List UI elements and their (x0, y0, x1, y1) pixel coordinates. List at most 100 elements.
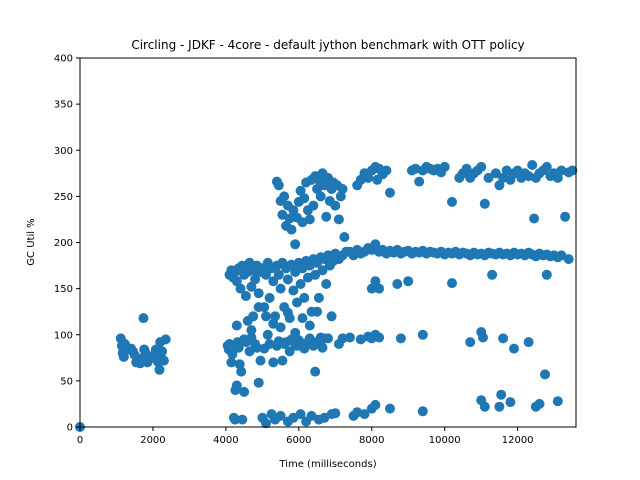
data-point (534, 398, 545, 409)
points-layer (75, 160, 578, 432)
data-point (319, 333, 330, 344)
data-point (370, 239, 381, 250)
data-point (236, 366, 247, 377)
data-point (447, 278, 457, 289)
data-point (479, 198, 490, 209)
data-point (231, 276, 242, 287)
data-point (297, 313, 308, 324)
data-point (439, 161, 450, 172)
data-point (284, 346, 295, 357)
data-point (337, 184, 348, 194)
data-point (374, 332, 385, 343)
data-point (363, 172, 374, 183)
y-tick-label: 150 (54, 284, 73, 295)
x-tick-label: 10000 (429, 435, 461, 446)
data-point (231, 320, 242, 331)
data-point (374, 283, 385, 294)
data-point (288, 205, 299, 216)
data-point (253, 302, 264, 313)
data-point (275, 283, 286, 294)
data-point (284, 213, 295, 224)
data-point (275, 322, 286, 333)
data-point (344, 332, 355, 343)
data-point (330, 408, 341, 419)
data-point (268, 357, 279, 368)
y-tick-label: 100 (54, 330, 73, 341)
data-point (273, 269, 284, 280)
data-point (253, 288, 264, 299)
data-point (326, 311, 337, 322)
data-point (490, 168, 501, 179)
data-point (310, 269, 321, 280)
data-point (273, 180, 284, 191)
data-point (158, 355, 169, 366)
data-point (295, 185, 306, 196)
data-point (290, 239, 301, 250)
data-point (310, 366, 321, 377)
data-point (385, 187, 395, 198)
data-point (246, 325, 257, 336)
x-tick-label: 0 (77, 435, 83, 446)
data-point (299, 292, 310, 303)
data-point (277, 355, 288, 366)
y-axis-label: GC Util % (26, 218, 37, 265)
data-point (304, 214, 315, 225)
data-point (494, 180, 505, 191)
data-point (509, 343, 519, 354)
y-tick-label: 200 (54, 238, 73, 249)
data-point (317, 265, 328, 276)
data-point (312, 306, 323, 317)
data-point (317, 342, 328, 353)
data-point (370, 276, 381, 287)
data-point (414, 176, 425, 187)
plot-area (80, 58, 576, 427)
data-point (304, 320, 315, 331)
data-point (321, 279, 332, 289)
data-point (370, 399, 381, 410)
data-point (255, 355, 266, 366)
data-point (465, 337, 476, 348)
data-point (248, 311, 259, 322)
data-point (496, 389, 507, 400)
data-point (246, 281, 257, 292)
data-point (560, 211, 571, 222)
data-point (261, 418, 271, 429)
data-point (239, 334, 250, 345)
data-point (498, 333, 509, 344)
data-point (286, 224, 297, 235)
data-point (494, 401, 505, 412)
data-point (366, 283, 377, 294)
y-tick-label: 300 (54, 146, 73, 157)
data-point (385, 403, 395, 414)
data-point (339, 232, 350, 242)
data-point (417, 406, 428, 417)
data-point (299, 193, 310, 204)
data-point (505, 397, 516, 408)
data-point (292, 297, 302, 308)
data-point (359, 409, 370, 420)
x-tick-label: 2000 (140, 435, 165, 446)
data-point (288, 285, 299, 296)
x-tick-label: 6000 (286, 435, 311, 446)
data-point (447, 196, 457, 207)
data-point (540, 369, 550, 380)
data-point (487, 269, 498, 280)
data-point (321, 211, 332, 222)
data-point (315, 191, 326, 202)
data-point (251, 342, 262, 353)
data-point (262, 329, 273, 340)
x-tick-label: 12000 (502, 435, 534, 446)
data-point (230, 414, 240, 425)
data-point (233, 342, 244, 353)
y-tick-label: 250 (54, 192, 73, 203)
data-point (157, 346, 168, 357)
data-point (392, 279, 403, 289)
data-point (253, 377, 264, 388)
axes-layer: 0 2000 4000 6000 8000 10000 12000 0 50 100 150 200 2… (54, 54, 577, 446)
data-point (154, 364, 165, 375)
data-point (337, 333, 348, 344)
data-point (261, 311, 271, 322)
y-tick-label: 400 (54, 54, 73, 65)
y-tick-label: 350 (54, 100, 73, 111)
